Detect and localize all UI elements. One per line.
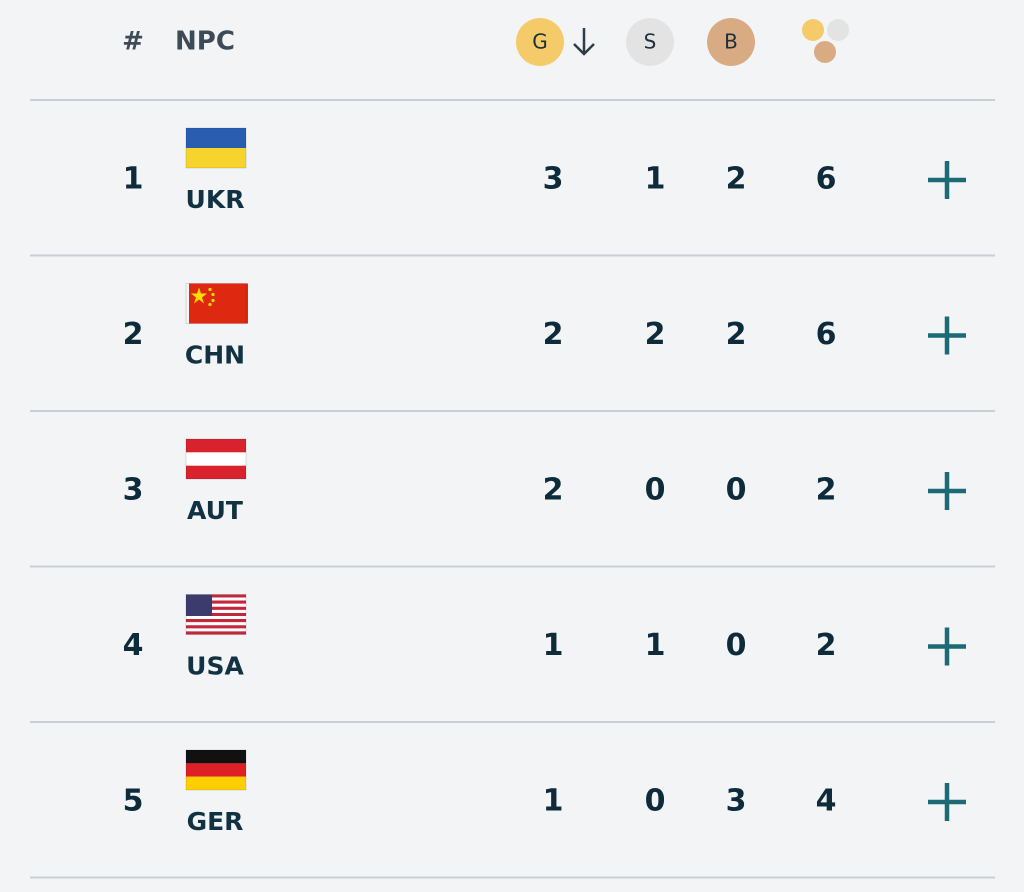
total-count: 2: [816, 473, 837, 508]
silver-count: 2: [645, 317, 666, 352]
flag: [186, 128, 246, 168]
country-code: AUT: [187, 496, 243, 525]
npc-header: NPC: [175, 27, 235, 57]
rank-header: #: [122, 27, 144, 57]
rank: 3: [123, 473, 144, 508]
gold-count: 3: [543, 162, 564, 197]
total-count: 6: [816, 317, 837, 352]
expand-button[interactable]: [928, 627, 966, 666]
rank: 5: [123, 784, 144, 819]
bronze-count: 0: [726, 473, 747, 508]
gold-header[interactable]: G: [532, 30, 548, 54]
flag: [184, 592, 248, 637]
flag: [189, 283, 248, 324]
bronze-header[interactable]: B: [724, 30, 738, 54]
total-count: 6: [816, 162, 837, 197]
gold-count: 1: [543, 784, 564, 819]
gold-count: 1: [543, 628, 564, 663]
flag-border: [185, 127, 247, 169]
rank: 1: [123, 162, 144, 197]
bronze-icon[interactable]: [707, 18, 755, 66]
flag-border: [185, 283, 247, 324]
flag: [186, 750, 246, 790]
rank: 4: [123, 628, 144, 663]
expand-button[interactable]: [928, 316, 966, 355]
flag-border: [185, 749, 247, 791]
silver-header[interactable]: S: [644, 30, 657, 54]
total-count: 2: [816, 628, 837, 663]
gold-icon[interactable]: [516, 18, 564, 66]
flag-border: [185, 438, 247, 480]
gold-count: 2: [543, 317, 564, 352]
header: # NPC G S B: [30, 18, 995, 101]
expand-button[interactable]: [928, 783, 966, 821]
silver-count: 1: [645, 628, 666, 663]
rows: 1 UKR 3 1 2 6 2 CHN 2 2 2 6 3 AUT 2 0 0 2 4 USA 1 1 0 2 5 GER 1 0 3 4: [30, 127, 995, 879]
bronze-count: 3: [726, 784, 747, 819]
silver-count: 1: [645, 162, 666, 197]
total-icon[interactable]: [802, 19, 849, 63]
gold-count: 2: [543, 473, 564, 508]
rank: 2: [123, 317, 144, 352]
expand-button[interactable]: [928, 161, 966, 199]
flag: [186, 439, 246, 479]
flag-border: [185, 594, 247, 635]
silver-icon[interactable]: [626, 18, 674, 66]
expand-button[interactable]: [928, 472, 966, 510]
country-code: CHN: [185, 341, 245, 370]
bronze-count: 0: [726, 628, 747, 663]
country-code: UKR: [186, 185, 245, 214]
country-code: GER: [187, 807, 244, 836]
country-code: USA: [186, 652, 244, 681]
silver-count: 0: [645, 784, 666, 819]
bronze-count: 2: [726, 162, 747, 197]
sort-arrow: [573, 28, 595, 56]
silver-count: 0: [645, 473, 666, 508]
total-count: 4: [816, 784, 837, 819]
bronze-count: 2: [726, 317, 747, 352]
